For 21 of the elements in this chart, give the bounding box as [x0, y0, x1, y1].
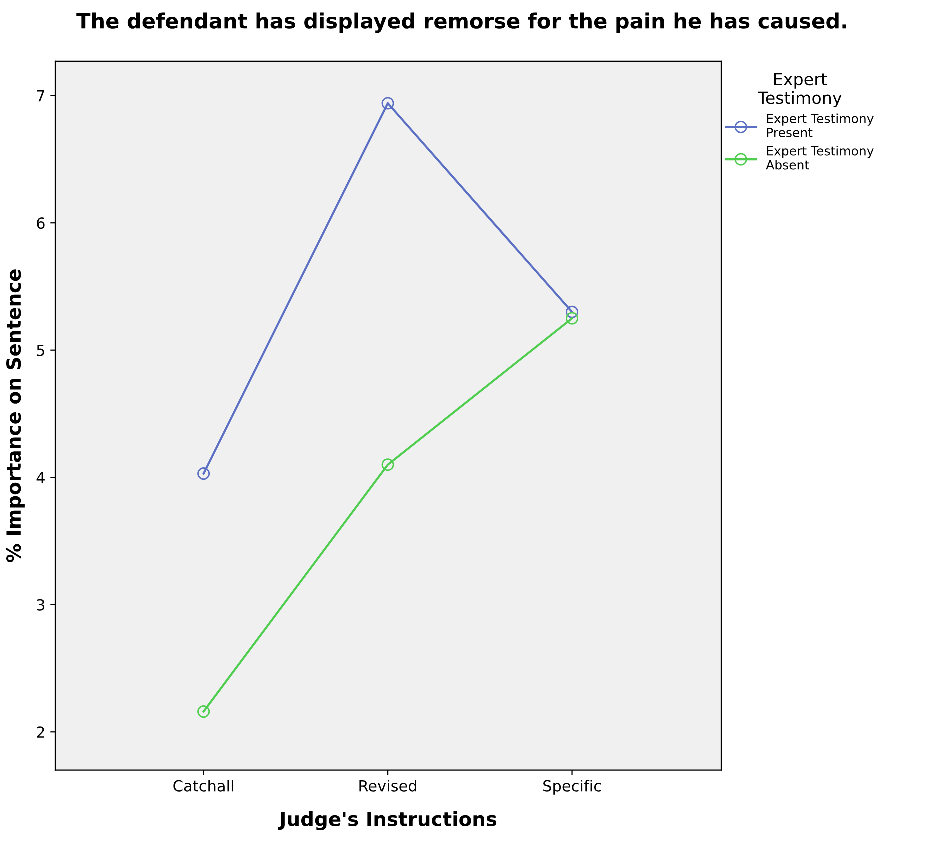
legend-label: Expert Testimony Absent: [766, 146, 874, 170]
point: [382, 97, 394, 110]
y-tick-label: 4: [36, 472, 45, 484]
x-axis-title: Judge's Instructions: [278, 811, 497, 830]
y-tick-label: 7: [37, 90, 44, 102]
legend-label: Expert Testimony Present: [767, 114, 874, 138]
y-axis-title: % Importance on Sentence: [6, 270, 25, 562]
y-tick-label: 3: [37, 599, 45, 611]
point: [198, 468, 210, 480]
y-tick-label: 6: [37, 218, 45, 230]
chart-title: The defendant has displayed remorse for the pain he has caused.: [76, 12, 846, 34]
point: [566, 306, 579, 318]
y-tick-label: 2: [37, 726, 44, 738]
y-tick-label: 5: [37, 345, 44, 356]
x-tick-label: Catchall: [174, 780, 234, 792]
x-tick-label: Revised: [360, 780, 416, 792]
legend-title: Expert Testimony: [758, 73, 842, 108]
point: [566, 312, 579, 325]
x-tick-label: Specific: [544, 780, 602, 795]
point: [382, 458, 394, 472]
point: [198, 706, 210, 718]
